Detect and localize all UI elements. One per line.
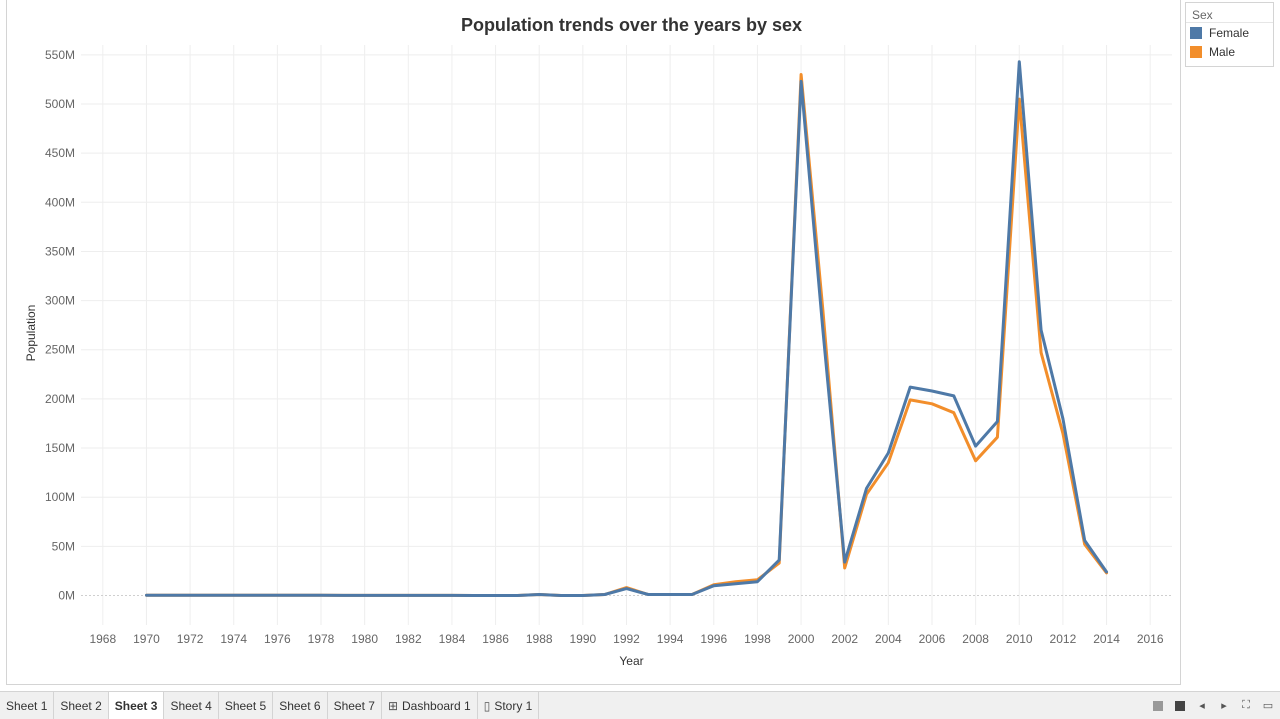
tab-sheet-7[interactable]: Sheet 7	[327, 692, 382, 719]
legend: Sex Female Male	[1185, 2, 1274, 67]
x-tick-label: 1980	[351, 632, 378, 646]
x-tick-label: 2004	[875, 632, 902, 646]
tab-label: Sheet 6	[279, 698, 321, 713]
x-tick-label: 1974	[220, 632, 247, 646]
x-tick-label: 1990	[570, 632, 597, 646]
line-chart: 0M 50M 100M 150M 200M 250M 300M 350M 400M 450M 500…	[24, 15, 1172, 668]
y-tick-label: 350M	[45, 244, 75, 258]
y-tick-label: 250M	[45, 343, 75, 357]
previous-sheet-icon[interactable]: ◂	[1199, 700, 1205, 712]
legend-swatch-male	[1190, 45, 1202, 58]
x-tick-label: 1992	[613, 632, 640, 646]
x-tick-label: 1976	[264, 632, 291, 646]
y-tick-label: 300M	[45, 294, 75, 308]
x-tick-label: 1982	[395, 632, 422, 646]
tab-sheet-4[interactable]: Sheet 4	[164, 692, 219, 719]
tab-label: Sheet 4	[170, 698, 212, 713]
next-sheet-icon[interactable]: ▸	[1221, 700, 1227, 712]
y-tick-label: 550M	[45, 48, 75, 62]
tab-dashboard-1[interactable]: ⊞ Dashboard 1	[381, 692, 478, 719]
x-tick-label: 1988	[526, 632, 553, 646]
tab-sheet-2[interactable]: Sheet 2	[54, 692, 109, 719]
x-tick-label: 1984	[439, 632, 466, 646]
x-tick-label: 2002	[831, 632, 858, 646]
y-tick-label: 400M	[45, 195, 75, 209]
story-icon: ▯	[483, 698, 491, 713]
tab-label: Dashboard 1	[402, 698, 471, 713]
x-tick-label: 2010	[1006, 632, 1033, 646]
x-axis-title: Year	[619, 654, 643, 668]
tab-sheet-3[interactable]: Sheet 3	[108, 692, 165, 719]
chart-title: Population trends over the years by sex	[461, 15, 802, 35]
legend-label-male: Male	[1209, 44, 1236, 59]
y-tick-label: 50M	[52, 539, 75, 553]
y-tick-label: 200M	[45, 392, 75, 406]
x-tick-label: 1996	[700, 632, 727, 646]
legend-title: Sex	[1186, 3, 1273, 23]
tab-label: Sheet 5	[224, 698, 267, 713]
viz-pane: 0M 50M 100M 150M 200M 250M 300M 350M 400M 450M 500…	[6, 0, 1181, 685]
tab-label: Story 1	[494, 698, 533, 713]
tab-sheet-6[interactable]: Sheet 6	[273, 692, 328, 719]
x-tick-label: 1998	[744, 632, 771, 646]
tab-label: Sheet 7	[333, 698, 375, 713]
y-tick-label: 450M	[45, 146, 75, 160]
x-tick-label: 2008	[962, 632, 989, 646]
x-tick-label: 1968	[89, 632, 116, 646]
x-tick-label: 1994	[657, 632, 684, 646]
legend-swatch-female	[1190, 26, 1202, 39]
legend-item-male[interactable]: Male	[1186, 42, 1273, 61]
show-tabs-icon[interactable]	[1174, 700, 1186, 712]
dashboard-icon: ⊞	[387, 698, 398, 713]
presentation-mode-icon[interactable]: ▭	[1262, 700, 1274, 712]
tab-sheet-1[interactable]: Sheet 1	[0, 692, 55, 719]
tab-story-1[interactable]: ▯ Story 1	[477, 692, 540, 719]
y-tick-label: 500M	[45, 97, 75, 111]
y-tick-label: 150M	[45, 441, 75, 455]
x-tick-label: 1970	[133, 632, 160, 646]
x-tick-label: 2012	[1050, 632, 1077, 646]
legend-label-female: Female	[1209, 25, 1250, 40]
x-tick-label: 1986	[482, 632, 509, 646]
x-tick-label: 1978	[308, 632, 335, 646]
x-tick-label: 1972	[177, 632, 204, 646]
x-tick-label: 2000	[788, 632, 815, 646]
fullscreen-icon[interactable]: ⛶	[1242, 699, 1250, 711]
y-tick-label: 0M	[58, 589, 75, 603]
x-tick-label: 2014	[1093, 632, 1120, 646]
tab-label: Sheet 2	[60, 698, 102, 713]
tab-sheet-5[interactable]: Sheet 5	[218, 692, 274, 719]
sheet-tab-bar: Sheet 1 Sheet 2 Sheet 3 Sheet 4 Sheet 5 …	[0, 691, 1280, 719]
tab-label: Sheet 1	[6, 698, 48, 713]
tab-label: Sheet 3	[114, 698, 158, 713]
y-axis-title: Population	[24, 305, 38, 362]
x-tick-label: 2006	[919, 632, 946, 646]
show-filmstrip-icon[interactable]	[1152, 700, 1164, 712]
series-line-female	[145, 60, 1108, 597]
x-tick-label: 2016	[1137, 632, 1164, 646]
y-tick-label: 100M	[45, 490, 75, 504]
legend-item-female[interactable]: Female	[1186, 23, 1273, 42]
tab-controls: ◂ ▸ ⛶ ▭	[1152, 692, 1274, 719]
